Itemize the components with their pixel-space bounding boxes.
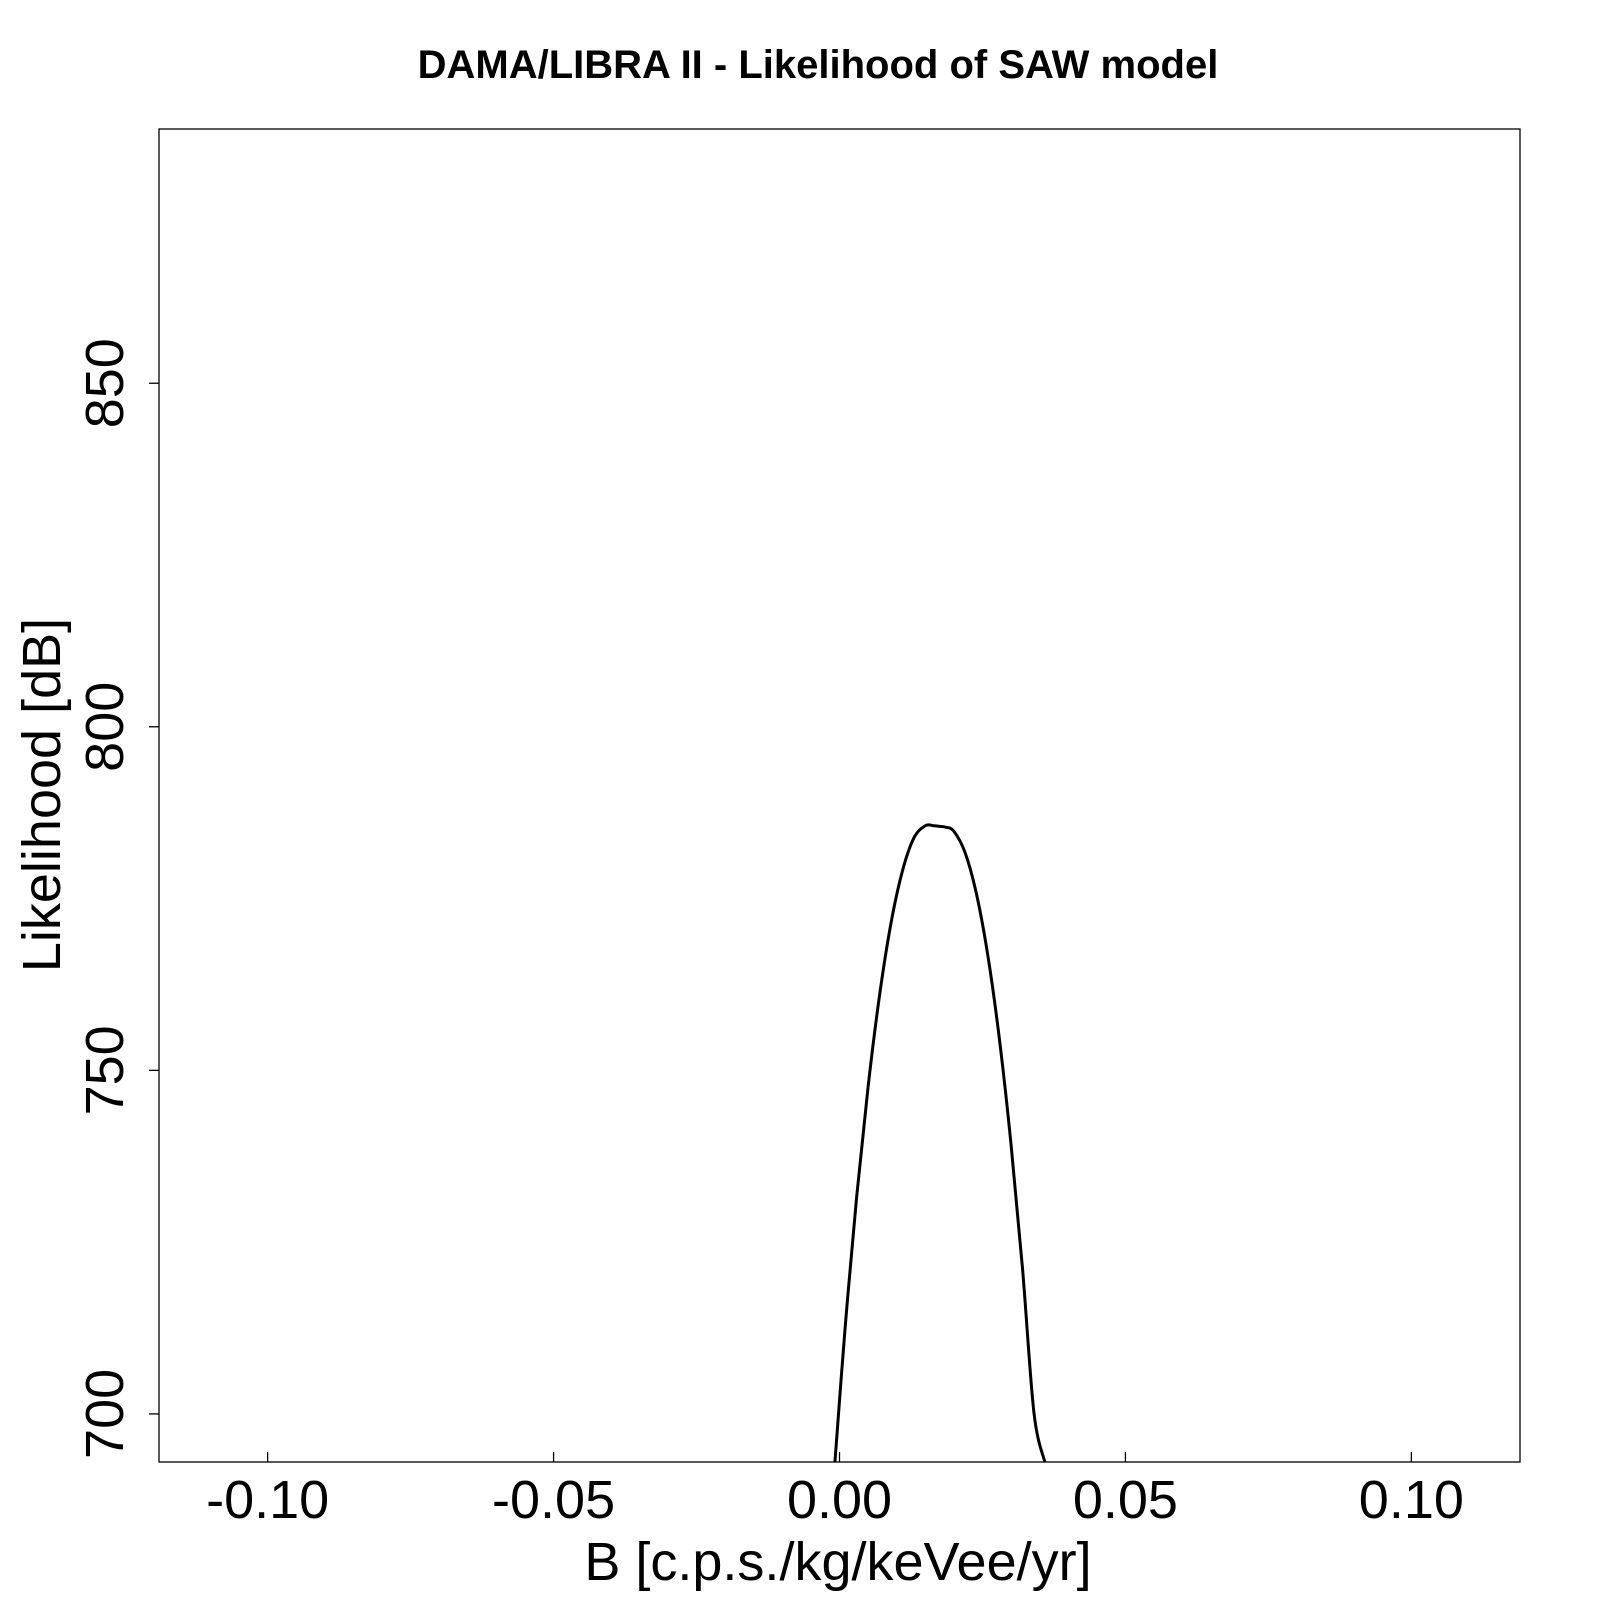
x-axis-ticks: -0.10 -0.05 0.00 0.05 0.10 bbox=[206, 1452, 1464, 1530]
x-tick-label: -0.05 bbox=[492, 1470, 615, 1530]
x-tick-label: -0.10 bbox=[206, 1470, 329, 1530]
y-axis-label: Likelihood [dB] bbox=[12, 618, 72, 972]
x-tick-label: 0.00 bbox=[787, 1470, 892, 1530]
x-axis-label: B [c.p.s./kg/keVee/yr] bbox=[584, 1532, 1091, 1592]
y-tick-label: 750 bbox=[75, 1025, 135, 1115]
plot-frame bbox=[158, 128, 1521, 1463]
y-tick-label: 850 bbox=[75, 338, 135, 428]
y-tick-label: 700 bbox=[75, 1369, 135, 1459]
likelihood-curve bbox=[833, 823, 1047, 1463]
x-tick-label: 0.10 bbox=[1359, 1470, 1464, 1530]
y-tick-label: 800 bbox=[75, 682, 135, 772]
x-tick-label: 0.05 bbox=[1073, 1470, 1178, 1530]
chart-title: DAMA/LIBRA II - Likelihood of SAW model bbox=[418, 43, 1219, 87]
y-axis-ticks: 700 750 800 850 bbox=[75, 338, 159, 1459]
series-layer bbox=[833, 823, 1047, 1463]
